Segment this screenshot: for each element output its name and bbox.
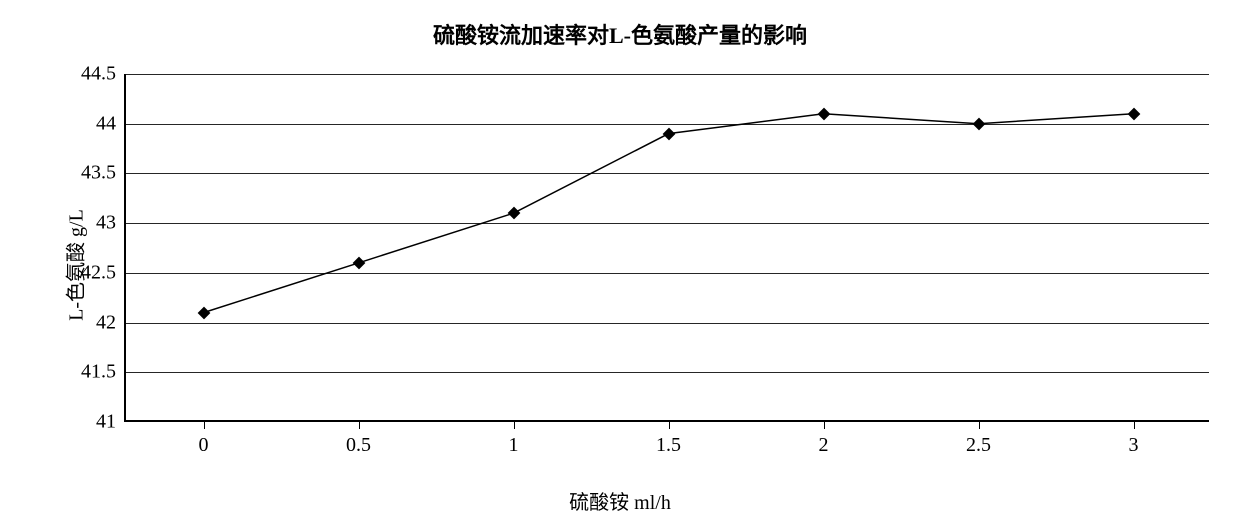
x-tick-mark [514, 422, 515, 429]
y-tick-label: 44.5 [56, 63, 116, 86]
x-tick-label: 0.5 [346, 434, 371, 457]
x-tick-mark [669, 422, 670, 429]
y-tick-label: 41.5 [56, 361, 116, 384]
x-tick-label: 2.5 [966, 434, 991, 457]
x-tick-label: 0 [199, 434, 209, 457]
x-tick-label: 1 [509, 434, 519, 457]
y-tick-label: 42 [56, 311, 116, 334]
x-tick-label: 3 [1129, 434, 1139, 457]
x-tick-label: 2 [819, 434, 829, 457]
x-tick-label: 1.5 [656, 434, 681, 457]
chart-title: 硫酸铵流加速率对L-色氨酸产量的影响 [0, 18, 1240, 50]
y-tick-label: 42.5 [56, 261, 116, 284]
x-tick-mark [204, 422, 205, 429]
y-tick-label: 43.5 [56, 162, 116, 185]
x-tick-mark [979, 422, 980, 429]
y-tick-label: 41 [56, 411, 116, 434]
x-axis-label: 硫酸铵 ml/h [0, 486, 1240, 515]
x-tick-mark [359, 422, 360, 429]
y-tick-label: 43 [56, 212, 116, 235]
x-tick-mark [1134, 422, 1135, 429]
plot-area: 4141.54242.54343.54444.500.511.522.53 [124, 74, 1209, 422]
x-tick-mark [824, 422, 825, 429]
chart-container: 硫酸铵流加速率对L-色氨酸产量的影响 L-色氨酸 g/L 硫酸铵 ml/h 41… [0, 0, 1240, 529]
y-tick-label: 44 [56, 112, 116, 135]
